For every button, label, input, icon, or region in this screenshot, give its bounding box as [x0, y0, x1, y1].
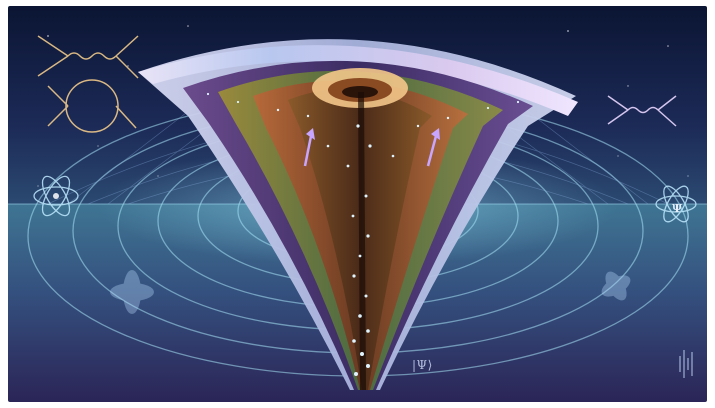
- orbital-icon-right: [601, 271, 631, 301]
- illustration-frame: |Ψ⟩ Ψ: [8, 6, 707, 402]
- orbital-icon-left: [110, 270, 154, 314]
- psi-symbol: Ψ: [672, 202, 683, 215]
- waveform-icon: [679, 350, 693, 378]
- particles: [206, 92, 520, 376]
- feynman-diagram-icon-left: [37, 35, 139, 133]
- funnel: [138, 39, 578, 391]
- funnel-illustration: [8, 6, 707, 402]
- atom-icon-right: [655, 185, 697, 223]
- ket-label: |Ψ⟩: [412, 358, 433, 372]
- atom-icon-left: [33, 175, 79, 217]
- feynman-diagram-icon-right: [607, 95, 677, 127]
